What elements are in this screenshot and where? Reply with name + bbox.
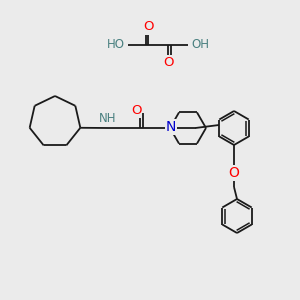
Text: O: O <box>229 166 239 180</box>
Text: NH: NH <box>99 112 117 125</box>
Text: HO: HO <box>107 38 125 52</box>
Text: N: N <box>166 120 176 134</box>
Text: O: O <box>143 20 153 34</box>
Text: O: O <box>163 56 173 70</box>
Text: OH: OH <box>191 38 209 52</box>
Text: O: O <box>131 103 141 116</box>
